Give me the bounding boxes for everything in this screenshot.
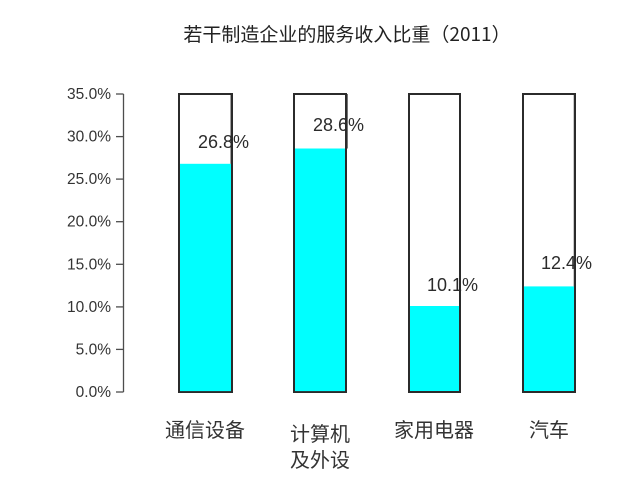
svg-text:5.0%: 5.0% [76,341,112,358]
svg-text:及外设: 及外设 [290,444,350,473]
svg-text:15.0%: 15.0% [67,256,111,273]
svg-text:通信设备: 通信设备 [165,414,245,443]
svg-text:25.0%: 25.0% [67,171,111,188]
svg-text:10.0%: 10.0% [67,299,111,316]
svg-text:30.0%: 30.0% [67,129,111,146]
svg-text:12.4%: 12.4% [541,253,592,273]
svg-text:汽车: 汽车 [529,414,569,443]
svg-text:0.0%: 0.0% [76,384,112,401]
svg-text:10.1%: 10.1% [427,275,478,295]
svg-text:28.6%: 28.6% [313,115,364,135]
svg-text:20.0%: 20.0% [67,214,111,231]
svg-text:35.0%: 35.0% [67,86,111,103]
svg-text:家用电器: 家用电器 [394,414,474,443]
svg-text:26.8%: 26.8% [198,132,249,152]
svg-text:计算机: 计算机 [290,418,350,447]
